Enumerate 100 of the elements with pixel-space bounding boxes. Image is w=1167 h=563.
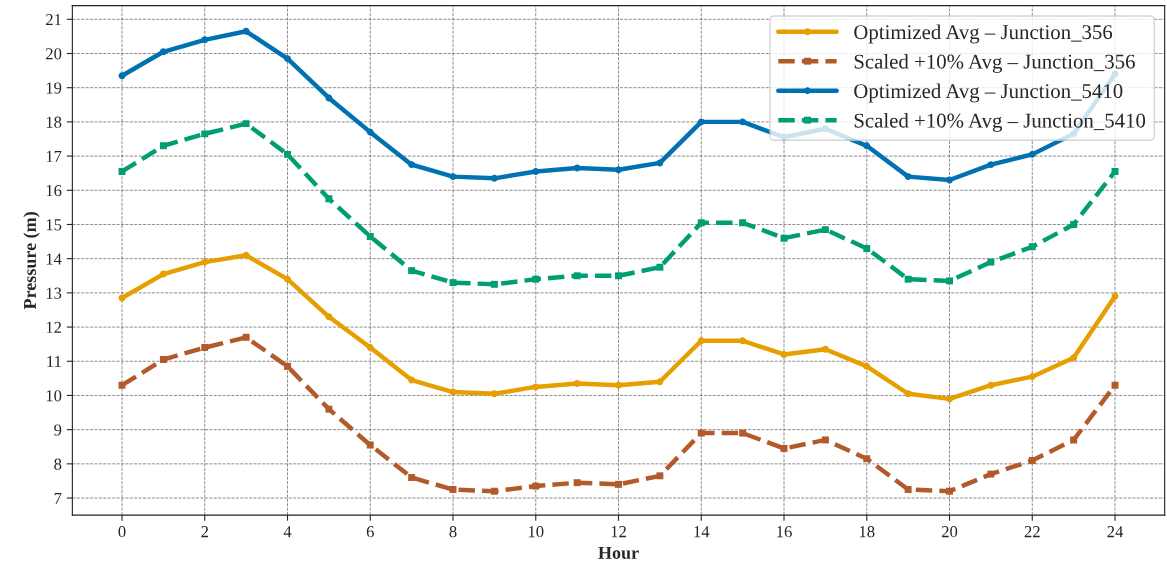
y-axis-title: Pressure (m) bbox=[23, 212, 40, 310]
point bbox=[904, 486, 912, 493]
y-tick-label: 8 bbox=[54, 458, 62, 470]
y-tick-label: 10 bbox=[46, 390, 62, 402]
point bbox=[242, 333, 250, 341]
point bbox=[408, 376, 416, 384]
y-tick-label: 13 bbox=[46, 287, 62, 299]
x-tick-label: 4 bbox=[283, 526, 292, 538]
point bbox=[697, 118, 705, 126]
point bbox=[739, 219, 747, 227]
point bbox=[987, 470, 995, 478]
y-tick-label: 12 bbox=[46, 321, 62, 333]
legend-label: Scaled +10% Avg – Junction_5410 bbox=[854, 112, 1146, 132]
point bbox=[242, 120, 250, 128]
y-tick-label: 20 bbox=[46, 48, 62, 60]
point bbox=[408, 267, 416, 275]
point bbox=[490, 390, 498, 398]
point bbox=[697, 337, 705, 345]
point bbox=[821, 226, 829, 234]
point bbox=[159, 48, 167, 56]
point bbox=[904, 390, 912, 398]
y-tick-label: 18 bbox=[46, 116, 62, 128]
x-tick-label: 6 bbox=[366, 526, 374, 538]
point bbox=[697, 429, 705, 437]
point bbox=[201, 36, 209, 44]
point bbox=[118, 72, 126, 80]
point bbox=[946, 395, 953, 403]
point bbox=[449, 173, 457, 181]
y-tick-label: 7 bbox=[54, 492, 62, 504]
y-tick-label: 17 bbox=[46, 150, 62, 162]
point bbox=[159, 270, 167, 278]
point bbox=[490, 487, 498, 495]
point bbox=[1028, 456, 1036, 464]
x-tick-label: 20 bbox=[941, 526, 958, 538]
point bbox=[325, 313, 333, 321]
point bbox=[904, 173, 912, 181]
point bbox=[242, 27, 250, 35]
point bbox=[201, 130, 209, 138]
point bbox=[780, 350, 788, 358]
point bbox=[284, 150, 291, 158]
x-tick-label: 8 bbox=[449, 526, 457, 538]
point bbox=[201, 258, 209, 266]
point bbox=[656, 472, 664, 480]
point bbox=[739, 429, 747, 437]
point bbox=[1111, 292, 1119, 300]
point bbox=[490, 280, 498, 288]
y-tick-label: 9 bbox=[54, 424, 62, 436]
x-tick-label: 10 bbox=[528, 526, 544, 538]
point bbox=[284, 55, 291, 63]
point bbox=[490, 174, 498, 182]
point bbox=[1070, 436, 1078, 444]
point bbox=[946, 487, 953, 495]
point bbox=[201, 344, 209, 352]
point bbox=[1070, 221, 1078, 228]
point bbox=[1028, 373, 1036, 381]
legend-label: Optimized Avg – Junction_356 bbox=[854, 24, 1113, 44]
x-tick-label: 14 bbox=[694, 526, 710, 538]
point bbox=[946, 176, 953, 184]
x-tick-label: 16 bbox=[777, 526, 792, 538]
point bbox=[1070, 354, 1078, 362]
point bbox=[159, 356, 167, 364]
point bbox=[1028, 243, 1036, 251]
point bbox=[739, 337, 747, 345]
point bbox=[615, 480, 622, 488]
y-tick-label: 21 bbox=[46, 14, 61, 26]
point bbox=[821, 345, 829, 353]
x-tick-label: 24 bbox=[1107, 526, 1124, 538]
legend-label: Optimized Avg – Junction_5410 bbox=[854, 83, 1123, 103]
point bbox=[863, 455, 871, 463]
point bbox=[863, 244, 871, 252]
point bbox=[532, 168, 540, 175]
point bbox=[408, 161, 416, 169]
point bbox=[325, 405, 333, 413]
point bbox=[1028, 150, 1036, 158]
point bbox=[656, 378, 664, 386]
point bbox=[366, 441, 374, 449]
point bbox=[739, 118, 747, 126]
point bbox=[532, 383, 540, 391]
x-axis-title: Hour bbox=[598, 546, 639, 559]
x-tick-label: 12 bbox=[611, 526, 626, 538]
point bbox=[159, 142, 167, 150]
y-tick-label: 14 bbox=[46, 253, 62, 265]
point bbox=[573, 380, 581, 387]
point bbox=[573, 479, 581, 487]
point bbox=[532, 482, 540, 490]
point bbox=[366, 344, 374, 352]
point bbox=[987, 161, 995, 169]
y-tick-label: 19 bbox=[46, 82, 62, 94]
point bbox=[242, 251, 250, 259]
point bbox=[615, 272, 622, 280]
point bbox=[573, 272, 581, 280]
point bbox=[366, 128, 374, 136]
x-tick-label: 22 bbox=[1024, 526, 1040, 538]
point bbox=[904, 275, 912, 283]
point bbox=[863, 362, 871, 370]
point bbox=[821, 436, 829, 444]
point bbox=[987, 258, 995, 266]
point bbox=[697, 219, 705, 227]
point bbox=[325, 195, 333, 203]
point bbox=[284, 275, 291, 283]
